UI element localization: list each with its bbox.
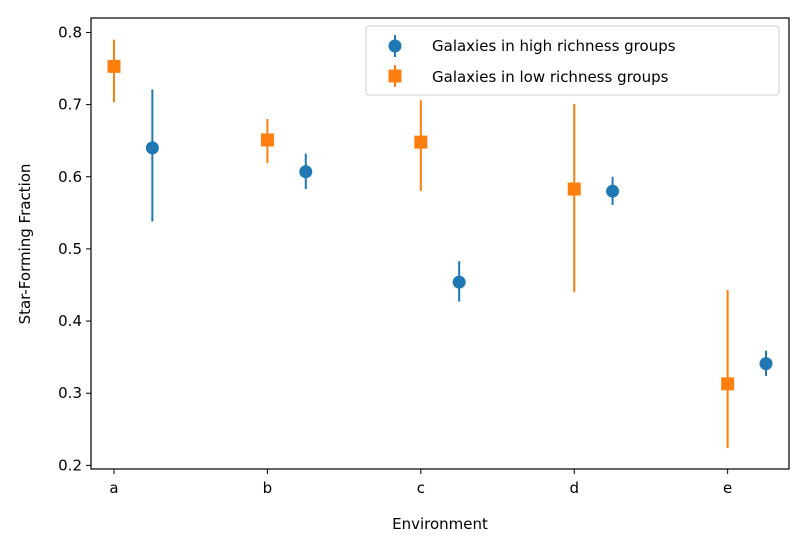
legend-box xyxy=(365,25,780,96)
x-tick-label-c: c xyxy=(417,479,425,497)
y-tick-label-0.2: 0.2 xyxy=(58,456,82,474)
x-axis-label: Environment xyxy=(392,515,488,533)
legend-label-high: Galaxies in high richness groups xyxy=(432,37,676,55)
y-tick-label-0.6: 0.6 xyxy=(58,168,82,186)
point-square-d xyxy=(567,182,581,196)
y-tick-label-0.4: 0.4 xyxy=(58,312,82,330)
point-circle-c xyxy=(452,275,466,289)
legend-label-low: Galaxies in low richness groups xyxy=(432,68,669,86)
y-tick-label-0.5: 0.5 xyxy=(58,240,82,258)
legend-marker-high xyxy=(388,39,402,53)
legend-entry-low: Galaxies in low richness groups xyxy=(388,65,669,87)
y-axis-label: Star-Forming Fraction xyxy=(16,164,34,325)
plot-area xyxy=(107,39,773,449)
legend: Galaxies in high richness groups Galaxie… xyxy=(365,25,780,96)
point-circle-b xyxy=(299,165,313,179)
y-axis: 0.2 0.3 0.4 0.5 0.6 0.7 0.8 xyxy=(58,23,91,474)
x-tick-label-d: d xyxy=(569,479,579,497)
y-tick-label-0.8: 0.8 xyxy=(58,23,82,41)
point-circle-a xyxy=(145,141,159,155)
series-low-richness xyxy=(107,39,735,449)
point-square-a xyxy=(107,59,121,73)
x-tick-label-e: e xyxy=(723,479,732,497)
legend-entry-high: Galaxies in high richness groups xyxy=(388,35,676,57)
legend-marker-low xyxy=(388,69,402,83)
x-axis: a b c d e xyxy=(109,469,732,497)
point-square-e xyxy=(721,377,735,391)
point-square-c xyxy=(414,135,428,149)
point-circle-d xyxy=(606,184,620,198)
y-tick-label-0.7: 0.7 xyxy=(58,96,82,114)
plot-frame xyxy=(90,17,790,470)
y-tick-label-0.3: 0.3 xyxy=(58,384,82,402)
x-tick-label-a: a xyxy=(109,479,118,497)
point-circle-e xyxy=(759,357,773,371)
series-high-richness xyxy=(145,89,773,376)
point-square-b xyxy=(260,133,274,147)
x-tick-label-b: b xyxy=(263,479,273,497)
